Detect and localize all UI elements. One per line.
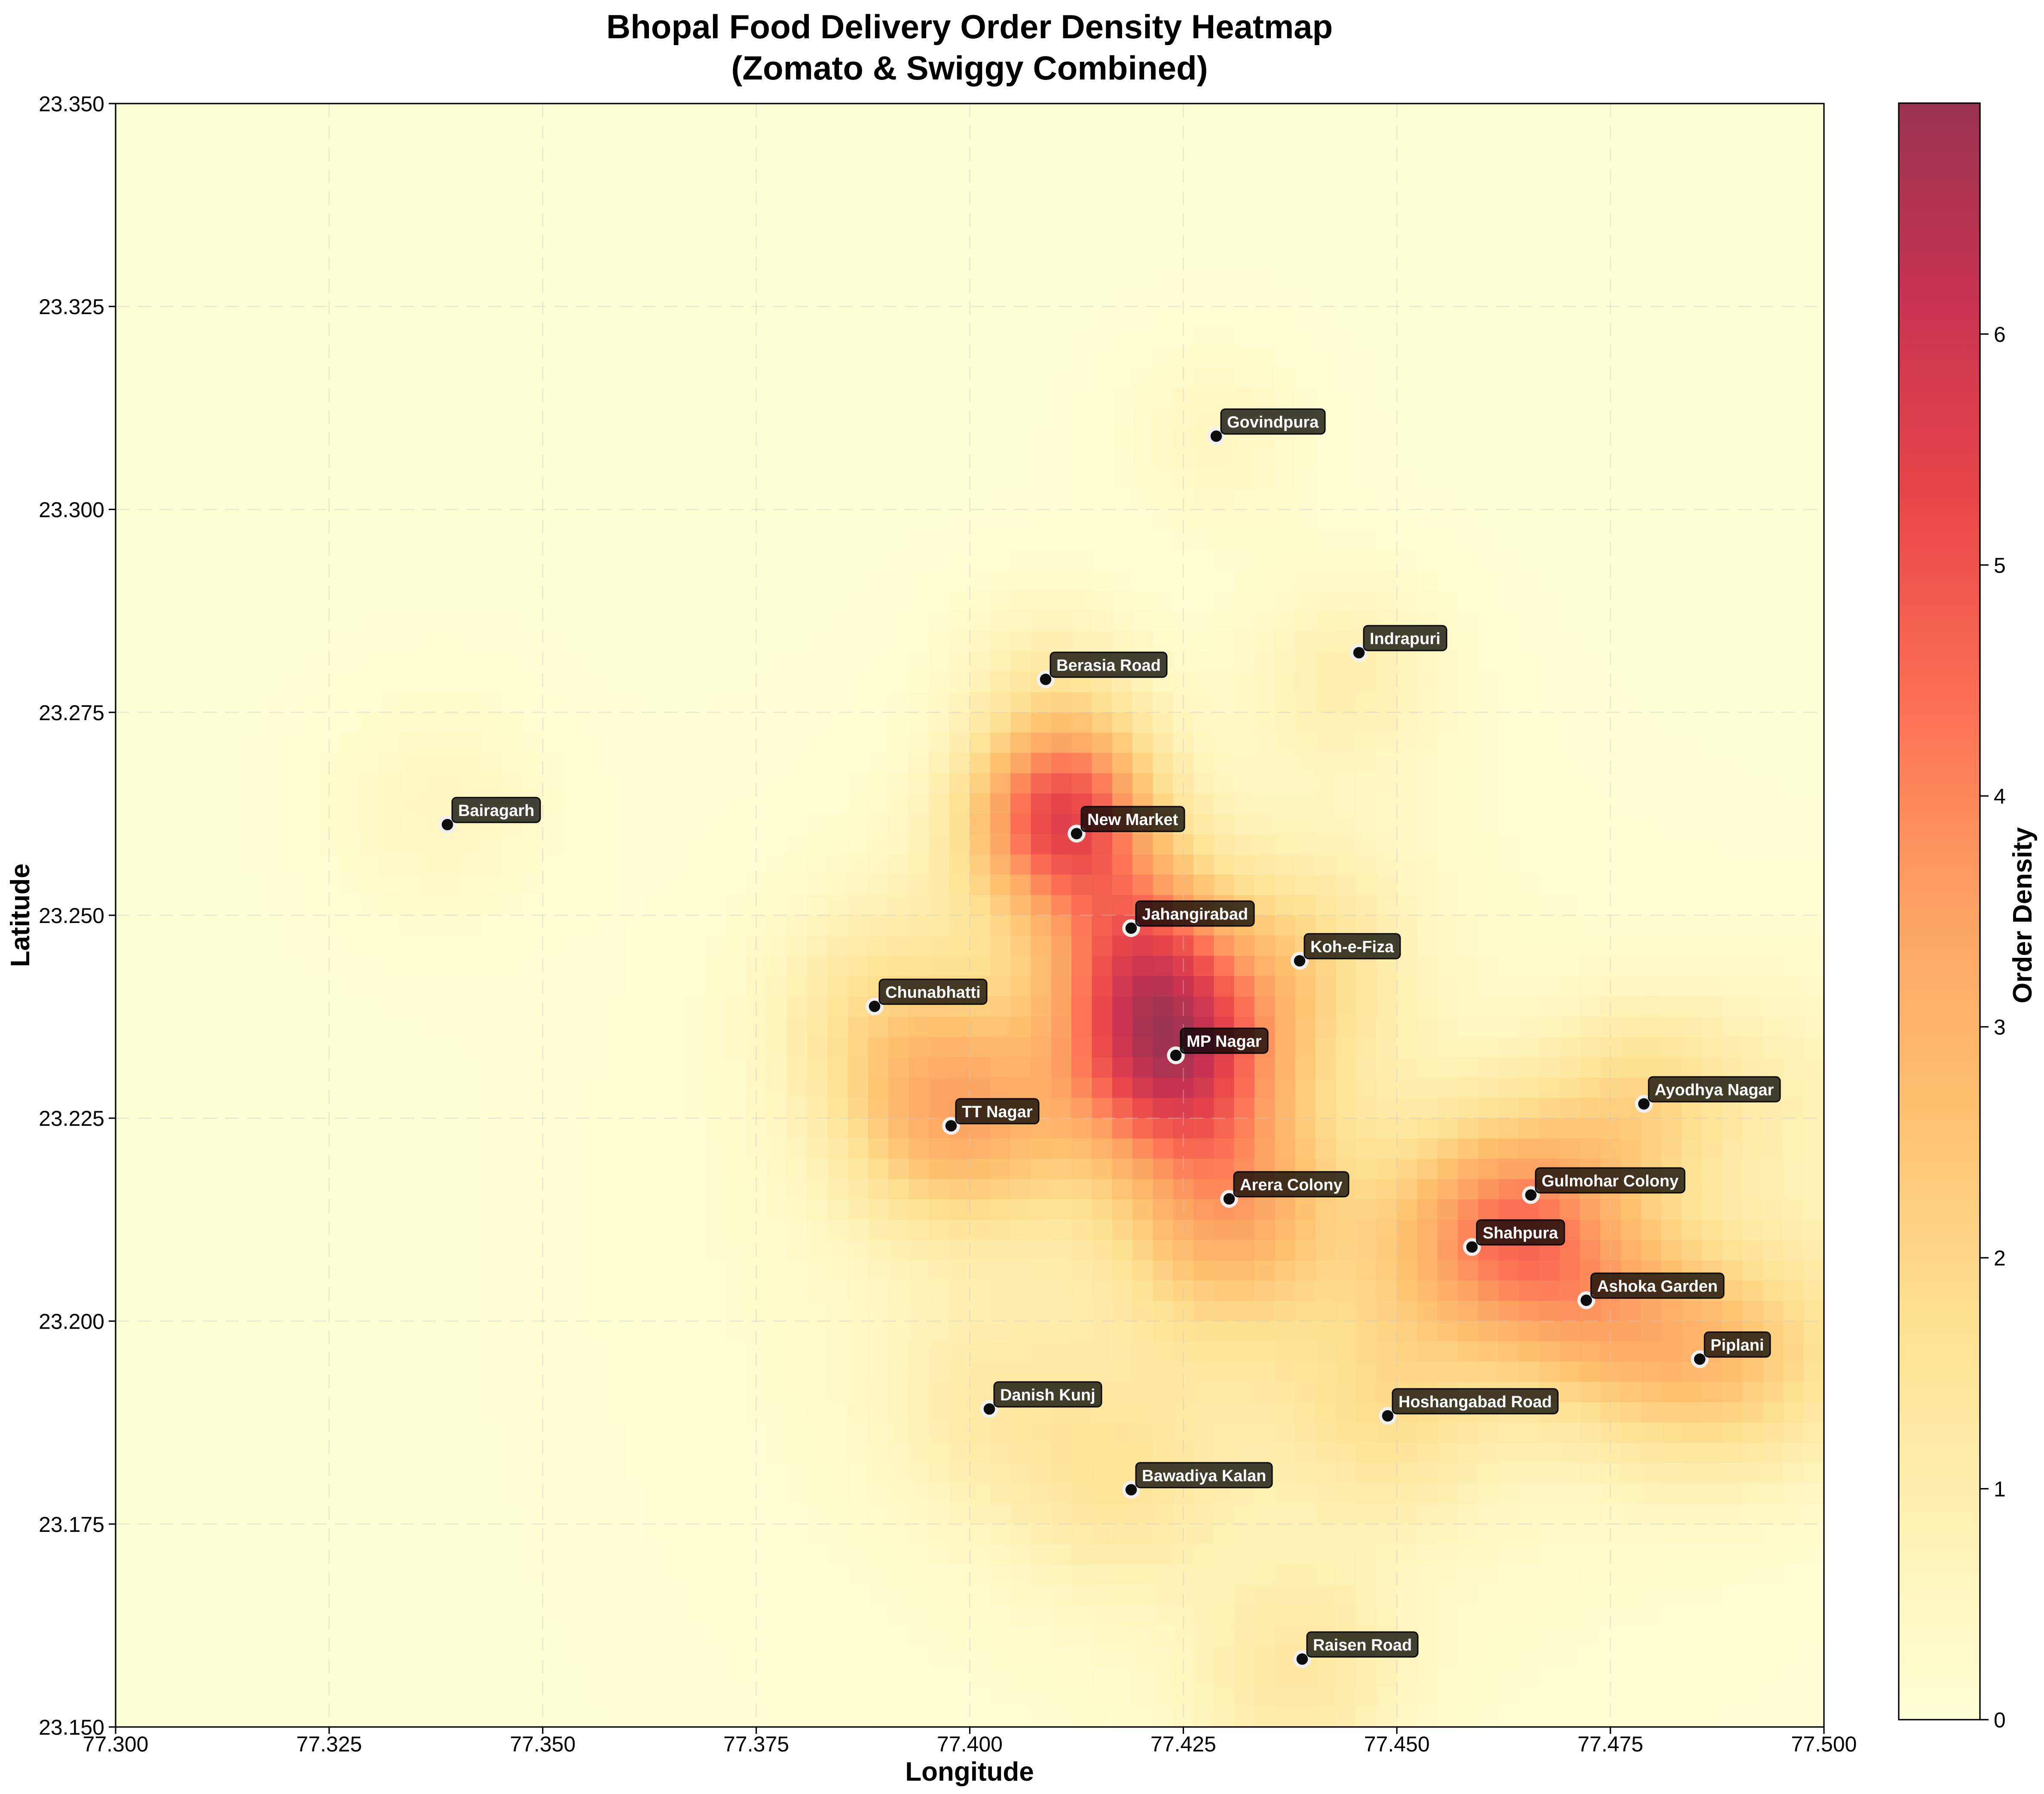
svg-text:23.225: 23.225 [39, 1106, 104, 1131]
svg-text:1: 1 [1994, 1477, 2006, 1501]
svg-text:MP Nagar: MP Nagar [1187, 1033, 1262, 1051]
svg-text:77.475: 77.475 [1578, 1732, 1643, 1756]
svg-text:77.350: 77.350 [510, 1732, 575, 1756]
svg-text:5: 5 [1994, 553, 2006, 578]
svg-text:Order Density: Order Density [2008, 827, 2038, 1003]
svg-text:77.300: 77.300 [83, 1732, 149, 1756]
svg-text:Govindpura: Govindpura [1227, 413, 1319, 431]
svg-text:23.175: 23.175 [39, 1513, 104, 1537]
svg-text:Indrapuri: Indrapuri [1370, 630, 1441, 648]
svg-text:77.425: 77.425 [1151, 1732, 1216, 1756]
svg-text:Bawadiya Kalan: Bawadiya Kalan [1142, 1467, 1266, 1485]
svg-text:Piplani: Piplani [1710, 1336, 1764, 1354]
svg-text:23.350: 23.350 [39, 92, 104, 116]
svg-text:Raisen Road: Raisen Road [1313, 1636, 1412, 1654]
svg-text:77.400: 77.400 [937, 1732, 1003, 1756]
svg-text:Latitude: Latitude [6, 863, 35, 967]
svg-text:Hoshangabad Road: Hoshangabad Road [1398, 1393, 1552, 1411]
svg-text:Chunabhatti: Chunabhatti [885, 984, 981, 1002]
svg-text:77.325: 77.325 [296, 1732, 362, 1756]
svg-text:23.150: 23.150 [39, 1715, 104, 1739]
svg-text:New Market: New Market [1087, 811, 1178, 829]
svg-text:77.375: 77.375 [723, 1732, 789, 1756]
svg-text:Ayodhya Nagar: Ayodhya Nagar [1655, 1081, 1774, 1099]
svg-text:Bhopal Food Delivery Order Den: Bhopal Food Delivery Order Density Heatm… [606, 8, 1333, 46]
svg-text:77.450: 77.450 [1364, 1732, 1430, 1756]
svg-text:Bairagarh: Bairagarh [458, 802, 534, 820]
svg-text:6: 6 [1994, 322, 2006, 346]
svg-text:23.275: 23.275 [39, 701, 104, 725]
svg-text:Arera Colony: Arera Colony [1240, 1176, 1343, 1194]
svg-text:Shahpura: Shahpura [1483, 1224, 1558, 1242]
svg-text:Gulmohar Colony: Gulmohar Colony [1542, 1172, 1679, 1190]
svg-text:2: 2 [1994, 1246, 2006, 1270]
svg-text:4: 4 [1994, 784, 2006, 808]
svg-text:23.250: 23.250 [39, 904, 104, 928]
svg-text:23.325: 23.325 [39, 295, 104, 319]
svg-text:23.200: 23.200 [39, 1310, 104, 1334]
svg-text:3: 3 [1994, 1015, 2006, 1039]
svg-text:Longitude: Longitude [905, 1757, 1034, 1787]
svg-text:Berasia Road: Berasia Road [1056, 657, 1161, 675]
svg-text:77.500: 77.500 [1791, 1732, 1857, 1756]
svg-text:23.300: 23.300 [39, 498, 104, 522]
svg-text:Danish Kunj: Danish Kunj [1000, 1386, 1095, 1404]
svg-text:Koh-e-Fiza: Koh-e-Fiza [1310, 938, 1394, 956]
svg-text:(Zomato & Swiggy Combined): (Zomato & Swiggy Combined) [731, 49, 1208, 87]
svg-text:Jahangirabad: Jahangirabad [1142, 905, 1248, 923]
svg-text:0: 0 [1994, 1708, 2006, 1732]
svg-text:Ashoka Garden: Ashoka Garden [1597, 1277, 1718, 1296]
svg-text:TT Nagar: TT Nagar [962, 1103, 1033, 1121]
